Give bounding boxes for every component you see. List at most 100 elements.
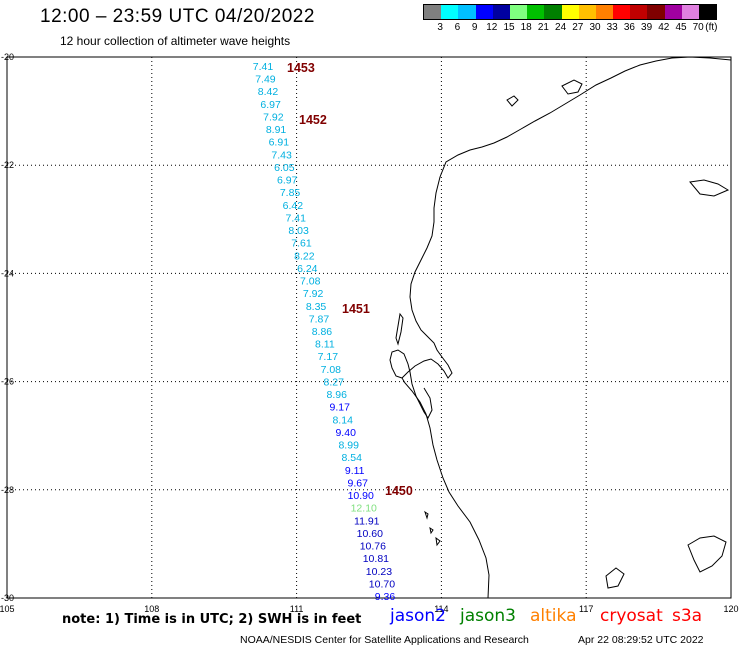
barrow-island <box>506 79 583 107</box>
scale-label: 30 <box>589 22 601 33</box>
wave-height-value: 7.49 <box>255 74 276 86</box>
wave-height-value: 6.97 <box>260 99 281 111</box>
map-subtitle: 12 hour collection of altimeter wave hei… <box>60 34 291 48</box>
pass-number-label: 1450 <box>385 484 413 498</box>
satellite-legend-jason3: jason3 <box>460 606 516 626</box>
scale-swatch <box>647 5 665 19</box>
wave-height-value: 8.14 <box>332 414 353 426</box>
wave-height-value: 7.17 <box>318 351 339 363</box>
scale-swatch <box>441 5 459 19</box>
scale-label: 39 <box>641 22 653 33</box>
color-scale-swatches <box>423 4 718 20</box>
longitude-tick-label: 108 <box>144 604 159 614</box>
scale-label: 33 <box>606 22 618 33</box>
wave-height-value: 8.42 <box>258 86 279 98</box>
longitude-tick-label: 117 <box>579 604 593 614</box>
dirk-hartog-island <box>395 312 404 346</box>
scale-label: 15 <box>503 22 515 33</box>
wave-height-value: 10.60 <box>357 528 383 540</box>
scale-swatch <box>458 5 476 19</box>
scale-swatch <box>578 5 596 19</box>
wave-height-value: 9.17 <box>329 402 350 414</box>
scale-swatch <box>544 5 562 19</box>
scale-label: 27 <box>572 22 584 33</box>
inland-lake <box>605 567 625 589</box>
scale-swatch <box>527 5 545 19</box>
wave-height-value: 7.08 <box>300 276 321 288</box>
scale-label: 21 <box>537 22 549 33</box>
scale-label: 36 <box>623 22 635 33</box>
scale-label: 3 <box>437 22 443 33</box>
wave-height-value: 10.76 <box>360 541 386 553</box>
satellite-legend-cryosat: cryosat <box>600 606 663 626</box>
wave-height-value: 9.40 <box>335 427 356 439</box>
wave-height-value: 6.91 <box>269 137 290 149</box>
scale-swatch <box>492 5 510 19</box>
pass-number-label: 1451 <box>342 302 370 316</box>
scale-swatch <box>475 5 493 19</box>
wave-height-value: 7.43 <box>271 149 292 161</box>
inland-lake <box>689 179 730 197</box>
wave-height-value: 7.87 <box>309 313 330 325</box>
latitude-tick-label: -28 <box>1 485 14 495</box>
scale-swatch <box>699 5 717 19</box>
wave-height-value: 9.11 <box>345 465 365 477</box>
wave-height-value: 8.96 <box>327 389 348 401</box>
wave-height-value: 7.41 <box>253 61 274 73</box>
scale-swatch <box>595 5 614 19</box>
wave-height-value: 8.99 <box>338 440 359 452</box>
footer-note: note: 1) Time is in UTC; 2) SWH is in fe… <box>62 612 362 627</box>
scale-label: 9 <box>471 22 478 33</box>
inland-lake <box>687 535 727 573</box>
map-frame <box>6 56 732 599</box>
scale-swatch <box>681 5 699 19</box>
coastline <box>401 56 732 599</box>
wave-height-value: 8.54 <box>341 452 362 464</box>
longitude-tick-label: 111 <box>290 604 304 614</box>
map-title: 12:00 – 23:59 UTC 04/20/2022 <box>40 6 315 27</box>
longitude-tick-label: 105 <box>0 604 15 614</box>
latitude-tick-label: -26 <box>1 377 14 387</box>
credit-line: NOAA/NESDIS Center for Satellite Applica… <box>240 634 529 646</box>
wave-height-value: 7.85 <box>280 187 301 199</box>
wave-height-value: 8.03 <box>288 225 309 237</box>
color-scale-labels: 3 6 9 12 15 18 21 24 27 30 33 36 39 42 45 70 (ft) <box>423 20 717 34</box>
shark-bay-peninsula <box>389 349 433 419</box>
longitude-tick-label: 120 <box>723 604 738 614</box>
wave-height-value: 11.91 <box>354 515 380 527</box>
latitude-tick-label: -24 <box>1 268 14 278</box>
wave-height-value: 10.23 <box>366 566 392 578</box>
scale-label: 42 <box>658 22 670 33</box>
wave-height-value: 8.86 <box>312 326 333 338</box>
scale-swatch <box>664 5 682 19</box>
scale-swatch <box>509 5 528 19</box>
wave-height-value: 7.08 <box>321 364 342 376</box>
satellite-legend-jason2: jason2 <box>390 606 446 626</box>
wave-height-value: 12.10 <box>351 503 377 515</box>
abrolhos-islands <box>424 510 441 547</box>
pass-number-label: 1452 <box>299 113 327 127</box>
scale-label: (ft) <box>705 22 718 33</box>
wave-height-value: 10.90 <box>348 490 374 502</box>
generation-timestamp: Apr 22 08:29:52 UTC 2022 <box>578 634 704 646</box>
scale-label: 45 <box>675 22 687 33</box>
scale-swatch <box>630 5 648 19</box>
wave-height-value: 6.24 <box>297 263 318 275</box>
wave-height-value: 8.11 <box>315 339 335 351</box>
scale-swatch <box>424 5 442 19</box>
longitude-tick-label: 114 <box>434 604 448 614</box>
wave-height-value: 9.36 <box>375 591 396 603</box>
wave-height-value: 7.41 <box>286 212 307 224</box>
scale-swatch <box>613 5 631 19</box>
latitude-tick-label: -20 <box>1 52 14 62</box>
scale-label: 6 <box>454 22 461 33</box>
wave-height-value: 8.22 <box>294 250 315 262</box>
wave-height-value: 8.27 <box>324 376 345 388</box>
satellite-legend-s3a: s3a <box>672 606 703 626</box>
scale-label: 24 <box>555 22 567 33</box>
wave-height-value: 10.81 <box>363 553 389 565</box>
wave-height-value: 8.91 <box>266 124 287 136</box>
scale-label: 70 <box>692 22 704 33</box>
satellite-legend-altika: altika <box>530 606 577 626</box>
